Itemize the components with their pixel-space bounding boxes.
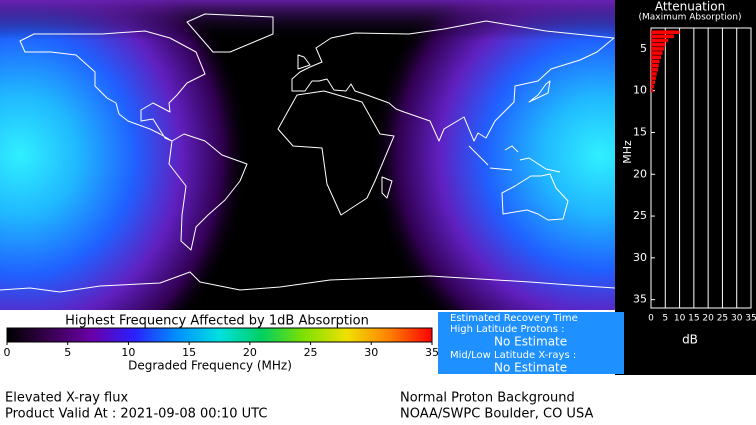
y-tick-label: 10 <box>633 84 647 97</box>
colorbar: Highest Frequency Affected by 1dB Absorp… <box>4 314 440 373</box>
colorbar-tick-label: 30 <box>364 346 378 359</box>
high-latitude-value: No Estimate <box>494 335 567 349</box>
chart-title: Attenuation <box>655 0 725 14</box>
bar <box>651 63 659 68</box>
bar <box>651 34 674 39</box>
x-tick-label: 30 <box>731 314 743 324</box>
plot-frame <box>650 27 752 309</box>
colorbar-tick-label: 10 <box>121 346 135 359</box>
polar-glow <box>0 0 615 40</box>
bar <box>651 55 661 60</box>
coastline-eurasia <box>291 20 615 142</box>
y-tick-label: 30 <box>633 251 647 264</box>
x-tick-label: 15 <box>688 314 699 324</box>
colorbar-label: Degraded Frequency (MHz) <box>128 359 292 373</box>
bar <box>651 38 669 43</box>
status: Elevated X-ray flux <box>5 391 128 406</box>
coastline-indonesia <box>468 145 561 173</box>
bar <box>651 59 660 64</box>
source: NOAA/SWPC Boulder, CO USA <box>400 407 593 422</box>
low-latitude-value: No Estimate <box>494 361 567 375</box>
bar <box>651 76 656 80</box>
x-tick-label: 35 <box>745 314 756 324</box>
y-tick-label: 15 <box>633 125 647 138</box>
bar <box>651 42 666 47</box>
colorbar-title: Highest Frequency Affected by 1dB Absorp… <box>65 314 369 329</box>
coastline-britain <box>297 54 311 70</box>
y-tick-label: 35 <box>633 293 647 306</box>
valid-at: Product Valid At : 2021-09-08 00:10 UTC <box>5 407 267 422</box>
bar <box>651 30 680 34</box>
bar <box>651 72 657 76</box>
x-axis-label: dB <box>682 333 698 347</box>
dayside-glow-east <box>0 0 615 310</box>
y-tick-label: 20 <box>633 167 647 180</box>
bar <box>651 84 655 89</box>
recovery-box <box>438 312 624 374</box>
low-latitude-label: Mid/Low Latitude X-rays : <box>450 350 576 361</box>
y-tick-label: 25 <box>633 209 647 222</box>
colorbar-tick-label: 0 <box>4 346 11 359</box>
bar <box>651 88 654 93</box>
x-tick-label: 10 <box>674 314 686 324</box>
recovery-title: Estimated Recovery Time <box>450 313 578 324</box>
x-tick-label: 5 <box>662 314 668 324</box>
bar <box>651 68 658 72</box>
footer: Elevated X-ray flux Product Valid At : 2… <box>5 391 593 422</box>
coastline-greenland <box>186 13 274 53</box>
proton-status: Normal Proton Background <box>400 391 575 406</box>
y-tick-label: 5 <box>640 42 647 55</box>
colorbar-gradient <box>6 327 433 343</box>
coastline-north-america <box>19 30 206 142</box>
colorbar-tick-label: 35 <box>425 346 439 359</box>
coastline-antarctica <box>0 271 616 293</box>
x-tick-label: 20 <box>702 314 714 324</box>
x-tick-label: 0 <box>648 314 654 324</box>
coastline-australia <box>501 173 569 221</box>
coastline-south-america <box>168 133 248 251</box>
colorbar-tick-label: 5 <box>64 346 71 359</box>
bar <box>651 47 664 51</box>
high-latitude-label: High Latitude Protons : <box>450 324 565 335</box>
chart-subtitle: (Maximum Absorption) <box>639 13 742 23</box>
colorbar-tick-label: 25 <box>304 346 318 359</box>
bar <box>651 80 655 85</box>
attenuation-chart: Attenuation (Maximum Absorption) MHz dB … <box>621 0 756 347</box>
coastline-africa <box>277 90 395 216</box>
colorbar-tick-label: 20 <box>243 346 257 359</box>
y-axis-label: MHz <box>621 140 634 164</box>
coastline-madagascar <box>381 176 393 199</box>
bar <box>651 51 663 55</box>
colorbar-tick-label: 15 <box>182 346 196 359</box>
coastline-japan <box>528 80 551 103</box>
absorption-map <box>0 0 616 310</box>
x-tick-label: 25 <box>717 314 728 324</box>
recovery-panel: Estimated Recovery Time High Latitude Pr… <box>438 312 624 375</box>
